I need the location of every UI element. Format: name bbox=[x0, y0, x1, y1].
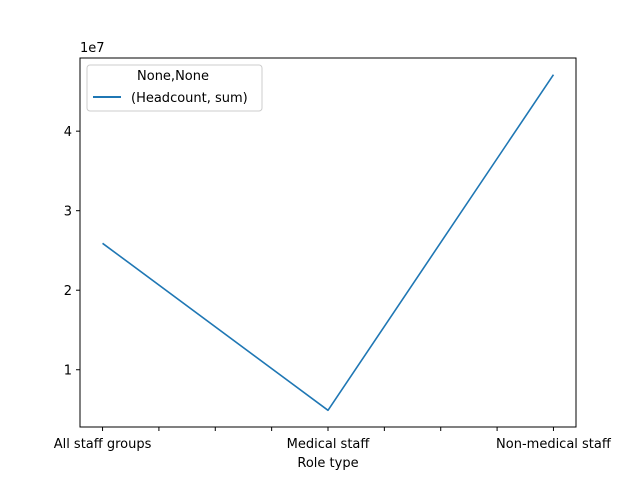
y-tick-label: 4 bbox=[64, 125, 72, 140]
y-tick-label: 2 bbox=[64, 284, 72, 299]
y-ticks: 1 2 3 4 bbox=[64, 125, 80, 379]
x-tick-label: All staff groups bbox=[54, 437, 152, 452]
series-layer bbox=[102, 74, 555, 412]
legend-box bbox=[86, 64, 263, 112]
plot-background bbox=[80, 58, 576, 427]
x-axis-label: Role type bbox=[297, 456, 358, 471]
x-ticks: All staff groups Medical staff Non-medical… bbox=[54, 427, 612, 452]
legend: None,None (Headcount, sum) bbox=[86, 64, 263, 112]
axes-layer: 1 2 3 4 All staff groups Medical staff Non-me… bbox=[54, 41, 612, 471]
y-offset-label: 1e7 bbox=[80, 41, 105, 56]
x-tick-label: Non-medical staff bbox=[496, 437, 612, 452]
x-tick-label: Medical staff bbox=[287, 437, 371, 452]
y-tick-label: 1 bbox=[64, 364, 72, 379]
legend-title: None,None bbox=[137, 69, 209, 84]
y-tick-label: 3 bbox=[64, 205, 72, 220]
legend-series-label: (Headcount, sum) bbox=[131, 91, 248, 106]
